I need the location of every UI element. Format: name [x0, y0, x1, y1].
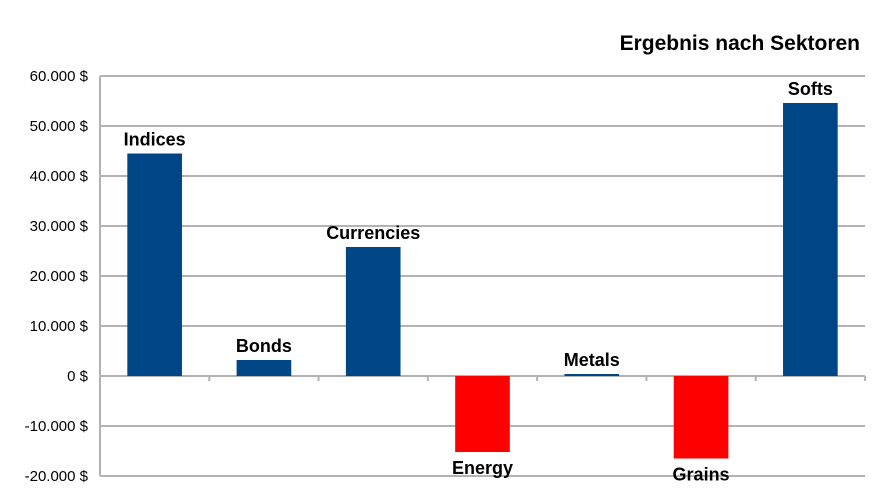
y-tick-label: 10.000 $ — [30, 318, 89, 335]
y-tick-label: -10.000 $ — [25, 418, 89, 435]
y-tick-label: 60.000 $ — [30, 68, 89, 85]
data-label-energy: Energy — [452, 458, 513, 478]
bar-bonds — [236, 360, 292, 376]
y-axis-tick-labels: 60.000 $ 50.000 $ 40.000 $ 30.000 $ 20.000 $… — [25, 68, 89, 485]
y-tick-label: 20.000 $ — [30, 268, 89, 285]
data-label-softs: Softs — [788, 79, 833, 99]
y-tick-label: 30.000 $ — [30, 218, 89, 235]
gridlines — [99, 75, 865, 477]
data-label-bonds: Bonds — [236, 336, 292, 356]
data-label-grains: Grains — [673, 465, 730, 485]
x-axis-ticks — [99, 376, 866, 381]
data-label-metals: Metals — [564, 350, 620, 370]
bar-metals — [564, 374, 620, 376]
bar-currencies — [345, 247, 401, 376]
data-label-currencies: Currencies — [326, 223, 420, 243]
y-tick-label: -20.000 $ — [25, 468, 89, 485]
bar-grains — [673, 376, 729, 459]
bar-energy — [455, 376, 510, 452]
bar-indices — [127, 153, 182, 376]
y-tick-label: 0 $ — [67, 368, 89, 385]
y-tick-label: 40.000 $ — [30, 168, 89, 185]
bar-softs — [783, 103, 838, 376]
data-labels: Indices Bonds Currencies Energy Metals Grains… — [124, 79, 833, 485]
chart-title: Ergebnis nach Sektoren — [620, 32, 860, 55]
y-tick-label: 50.000 $ — [30, 118, 89, 135]
data-label-indices: Indices — [124, 130, 186, 150]
bars — [127, 103, 838, 459]
